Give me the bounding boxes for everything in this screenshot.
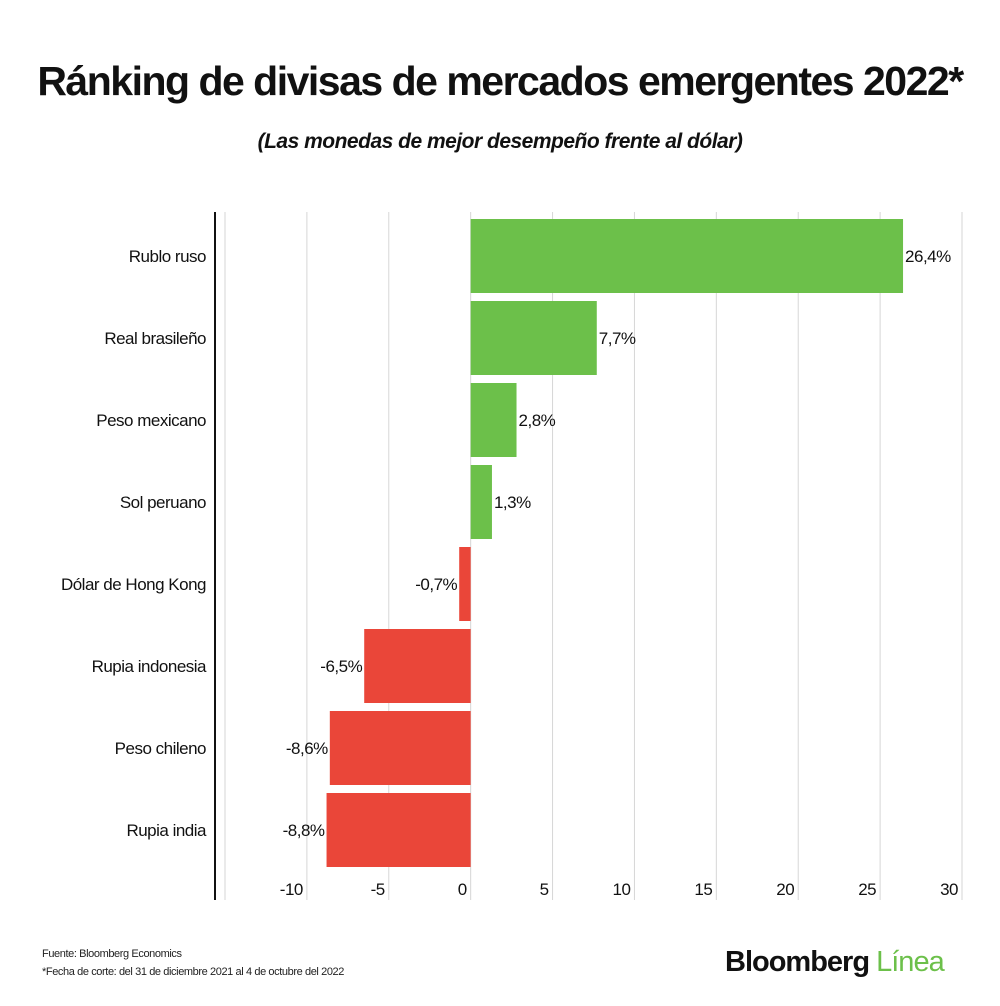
bar — [326, 793, 471, 867]
data-label: 7,7% — [599, 329, 636, 348]
x-tick-label: 10 — [613, 880, 631, 899]
x-tick-label: 15 — [694, 880, 712, 899]
x-tick-label: 0 — [458, 880, 467, 899]
bloomberg-linea-logo: Bloomberg Línea — [725, 946, 945, 979]
source-note: Fuente: Bloomberg Economics — [42, 948, 182, 960]
data-label: 1,3% — [494, 493, 531, 512]
data-label: -8,6% — [286, 739, 328, 758]
category-label: Rupia indonesia — [92, 657, 207, 676]
x-tick-label: 25 — [858, 880, 876, 899]
x-tick-label: -10 — [280, 880, 303, 899]
category-label: Peso chileno — [115, 739, 206, 758]
category-label: Sol peruano — [120, 493, 206, 512]
bar — [329, 711, 471, 785]
cutoff-note: *Fecha de corte: del 31 de diciembre 202… — [42, 966, 344, 978]
category-label: Peso mexicano — [96, 411, 206, 430]
logo-accent: Línea — [876, 946, 945, 978]
bar — [364, 629, 471, 703]
bar — [470, 219, 904, 293]
x-tick-label: 5 — [540, 880, 549, 899]
chart-subtitle: (Las monedas de mejor desempeño frente a… — [257, 130, 743, 153]
bar — [459, 547, 471, 621]
x-tick-label: -5 — [371, 880, 385, 899]
data-label: -6,5% — [320, 657, 362, 676]
category-label: Rublo ruso — [129, 247, 206, 266]
x-tick-label: 30 — [940, 880, 958, 899]
data-label: -8,8% — [283, 821, 325, 840]
data-label: 2,8% — [519, 411, 556, 430]
bar — [470, 301, 597, 375]
bar — [470, 383, 517, 457]
category-label: Rupia india — [126, 821, 207, 840]
category-label: Dólar de Hong Kong — [61, 575, 206, 594]
logo-main: Bloomberg — [725, 946, 870, 978]
chart-title: Ránking de divisas de mercados emergente… — [37, 58, 964, 104]
data-label: -0,7% — [415, 575, 457, 594]
x-tick-label: 20 — [776, 880, 794, 899]
bar — [470, 465, 492, 539]
category-label: Real brasileño — [104, 329, 206, 348]
data-label: 26,4% — [905, 247, 951, 266]
